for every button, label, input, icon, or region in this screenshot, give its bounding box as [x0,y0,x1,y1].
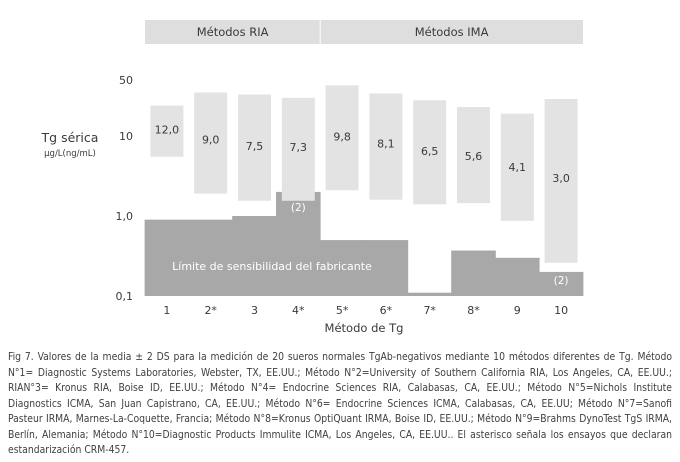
chart-figure: Métodos RIA Métodos IMA 12,0 9,0 7,5 7,3 9,8 8… [41,20,584,335]
mean-label-7: 6,5 [421,145,439,158]
sensitivity-step-4 [276,191,321,296]
x-tick-label-1: 1 [163,304,170,317]
tg-methods-chart: Métodos RIA Métodos IMA 12,0 9,0 7,5 7,3 9,8 8… [41,20,584,335]
y-axis-unit: µg/L(ng/mL) [44,149,96,159]
mean-label-9: 4,1 [509,161,527,174]
x-axis-title: Método de Tg [325,321,404,335]
x-tick-label-7: 7* [423,304,436,317]
x-tick-label-9: 9 [514,304,521,317]
mean-label-5: 9,8 [333,131,351,144]
figure-caption: Fig 7. Valores de la media ± 2 DS para l… [8,351,672,456]
range-box-6 [369,93,403,200]
sensitivity-step-7 [407,292,452,296]
group-label: Métodos IMA [415,25,489,39]
range-box-7 [413,100,447,205]
footnote-marker-1: (2) [291,202,306,214]
y-tick-label: 0,1 [116,290,134,303]
mean-label-8: 5,6 [465,150,483,163]
sensitivity-step-6 [363,240,409,296]
y-tick-label: 50 [119,74,133,87]
range-box-1 [150,105,184,157]
sensitivity-step-5 [319,240,365,296]
range-box-8 [457,107,490,204]
x-tick-label-5: 5* [336,304,349,317]
range-box-4 [281,97,315,201]
x-tick-label-2: 2* [204,304,217,317]
mean-label-2: 9,0 [202,134,220,147]
range-box-2 [194,92,228,194]
mean-label-6: 8,1 [377,137,395,150]
y-tick-label: 10 [119,130,133,143]
range-box-5 [325,85,359,191]
mean-label-10: 3,0 [552,172,570,185]
x-tick-label-3: 3 [251,304,258,317]
x-tick-label-10: 10 [554,304,568,317]
x-tick-label-4: 4* [292,304,305,317]
y-tick-label: 1,0 [116,210,134,223]
group-label: Métodos RIA [197,25,269,39]
sensitivity-step-2 [188,219,233,296]
mean-label-3: 7,5 [246,140,264,153]
mean-label-4: 7,3 [290,141,308,154]
sensitivity-step-9 [495,257,540,296]
range-box-10 [544,99,578,263]
x-tick-label-6: 6* [380,304,393,317]
sensitivity-step-3 [232,216,277,296]
y-axis-title: Tg sérica [41,130,99,145]
sensitivity-step-8 [451,250,496,296]
x-tick-label-8: 8* [467,304,480,317]
sensitivity-limit-label: Límite de sensibilidad del fabricante [172,260,372,273]
range-box-9 [500,113,534,221]
group-header-band [145,20,583,44]
range-box-3 [238,94,271,201]
sensitivity-step-10 [538,271,584,296]
sensitivity-step-1 [144,219,190,296]
mean-label-1: 12,0 [155,124,180,137]
footnote-marker-2: (2) [554,275,569,287]
